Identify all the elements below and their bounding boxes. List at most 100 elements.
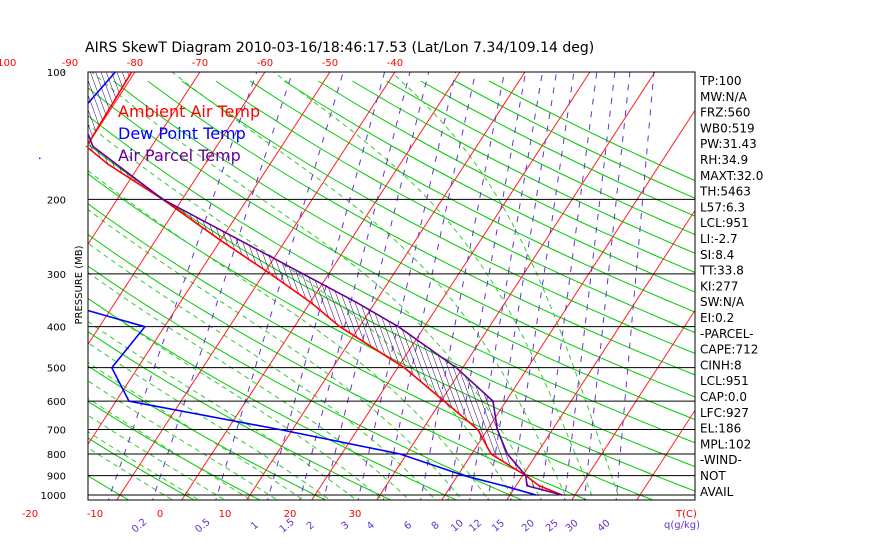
cape-area bbox=[88, 72, 562, 495]
pressure-tick-label: 500 bbox=[47, 364, 66, 375]
index-entry: EI:0.2 bbox=[700, 311, 734, 325]
chart-title: AIRS SkewT Diagram 2010-03-16/18:46:17.5… bbox=[85, 40, 594, 56]
dew-point-temp-point bbox=[502, 484, 504, 487]
mixing-ratio-line bbox=[107, 72, 258, 500]
dry-adiabat bbox=[88, 365, 327, 500]
dry-adiabat bbox=[113, 80, 695, 398]
ambient-air-temp-point bbox=[269, 273, 272, 275]
bottom-temp-tick-label: 0 bbox=[157, 509, 163, 520]
mixing-ratio-tick-label: 3 bbox=[340, 520, 352, 533]
moist-adiabat bbox=[390, 72, 621, 500]
isotherm bbox=[116, 72, 396, 500]
legend-entry: Ambient Air Temp bbox=[118, 102, 260, 121]
mixing-ratio-axis-label: q(g/kg) bbox=[664, 520, 700, 531]
mixing-ratio-tick-label: 25 bbox=[544, 518, 561, 535]
ambient-air-temp-point bbox=[403, 366, 406, 369]
ambient-air-temp-point bbox=[309, 301, 312, 303]
air-parcel-temp-point bbox=[302, 273, 304, 275]
mixing-ratio-tick-label: 20 bbox=[520, 518, 537, 535]
air-parcel-temp-line bbox=[88, 131, 563, 496]
ambient-air-temp-point bbox=[106, 163, 109, 165]
index-entry: MPL:102 bbox=[700, 437, 751, 451]
mixing-ratio-tick-label: 1 bbox=[249, 520, 261, 533]
mixing-ratio-line bbox=[357, 72, 457, 500]
index-entry: PW:31.43 bbox=[700, 137, 757, 151]
dew-point-temp-point bbox=[114, 71, 117, 73]
mixing-ratio-line bbox=[487, 72, 557, 500]
index-entry: MAXT:32.0 bbox=[700, 169, 763, 183]
moist-adiabat bbox=[88, 242, 437, 500]
ambient-air-temp-point bbox=[490, 453, 492, 455]
ambient-air-temp-point bbox=[130, 71, 133, 73]
mixing-ratio-line bbox=[420, 72, 505, 500]
index-entry: LFC:927 bbox=[700, 406, 749, 420]
top-temp-tick-label: -50 bbox=[322, 58, 338, 69]
air-parcel-temp-point bbox=[239, 239, 241, 242]
moist-adiabat bbox=[88, 447, 174, 500]
moist-adiabat bbox=[88, 170, 490, 500]
air-parcel-temp-point bbox=[526, 485, 528, 487]
air-parcel-temp-point bbox=[62, 71, 65, 73]
moist-adiabat bbox=[88, 380, 279, 500]
y-axis-label: PRESSURE (MB) bbox=[74, 245, 85, 324]
pressure-tick-label: 400 bbox=[47, 323, 66, 334]
isotherm bbox=[88, 72, 136, 146]
dry-adiabat bbox=[0, 81, 4, 504]
pressure-tick-label: 100 bbox=[47, 68, 66, 79]
isotherm bbox=[506, 209, 695, 500]
ambient-air-temp-point bbox=[477, 428, 479, 431]
legend: Ambient Air Temp Dew Point Temp Air Parcel… bbox=[118, 102, 260, 165]
dew-point-temp-line bbox=[88, 72, 537, 496]
bottom-axis-label: T(C) bbox=[675, 509, 697, 520]
index-entry: CAP:0.0 bbox=[700, 390, 747, 404]
ambient-air-temp-point bbox=[85, 145, 88, 148]
index-entry: NOT bbox=[700, 469, 726, 483]
mixing-ratio-line bbox=[540, 72, 598, 500]
isotherm bbox=[759, 31, 870, 513]
air-parcel-temp-point bbox=[506, 453, 509, 455]
dry-adiabat bbox=[147, 80, 695, 376]
index-entry: TT:33.8 bbox=[699, 264, 744, 278]
mixing-ratio-tick-label: 2 bbox=[305, 520, 317, 533]
dry-adiabat bbox=[88, 331, 392, 500]
dew-point-temp-point bbox=[144, 325, 146, 328]
index-entry: MW:N/A bbox=[700, 90, 748, 104]
moist-adiabat bbox=[88, 397, 252, 500]
air-parcel-temp-point bbox=[397, 325, 400, 328]
series-layer bbox=[39, 71, 563, 496]
index-entry: SW:N/A bbox=[700, 295, 745, 309]
mixing-ratio-line bbox=[152, 72, 293, 500]
dry-adiabat bbox=[283, 80, 695, 293]
pressure-tick-labels: 100 200 300 400 500 600 700 800 900 1000 bbox=[41, 68, 66, 502]
ambient-air-temp-point bbox=[443, 400, 446, 403]
moist-adiabat bbox=[88, 123, 516, 500]
bottom-temp-tick-label: -10 bbox=[87, 509, 103, 520]
isotherm bbox=[636, 409, 695, 500]
dew-point-temp-point bbox=[111, 366, 113, 369]
mixing-ratio-line bbox=[615, 72, 655, 500]
moist-adiabat bbox=[88, 414, 226, 500]
isotherm bbox=[181, 72, 461, 500]
top-temp-tick-label: -70 bbox=[192, 58, 208, 69]
top-temp-tick-label: -60 bbox=[257, 58, 273, 69]
top-temp-tick-label: -90 bbox=[62, 58, 78, 69]
dry-adiabat bbox=[352, 80, 695, 254]
mixing-ratio-line bbox=[447, 72, 527, 500]
moist-adiabat bbox=[88, 342, 331, 500]
index-entry: KI:277 bbox=[700, 279, 738, 293]
moist-adiabat bbox=[88, 209, 463, 500]
index-entry: AVAIL bbox=[700, 485, 734, 499]
dry-adiabat bbox=[88, 400, 261, 500]
mixing-ratio-tick-label: 10 bbox=[449, 518, 466, 535]
grid-layer bbox=[0, 31, 870, 513]
dry-adiabat bbox=[318, 80, 695, 273]
dry-adiabat bbox=[88, 297, 458, 500]
air-parcel-temp-point bbox=[525, 474, 527, 477]
index-entry: CINH:8 bbox=[700, 358, 742, 372]
index-entry: -WIND- bbox=[700, 453, 742, 467]
dew-point-temp-point bbox=[399, 453, 401, 455]
pressure-tick-label: 200 bbox=[47, 195, 66, 206]
